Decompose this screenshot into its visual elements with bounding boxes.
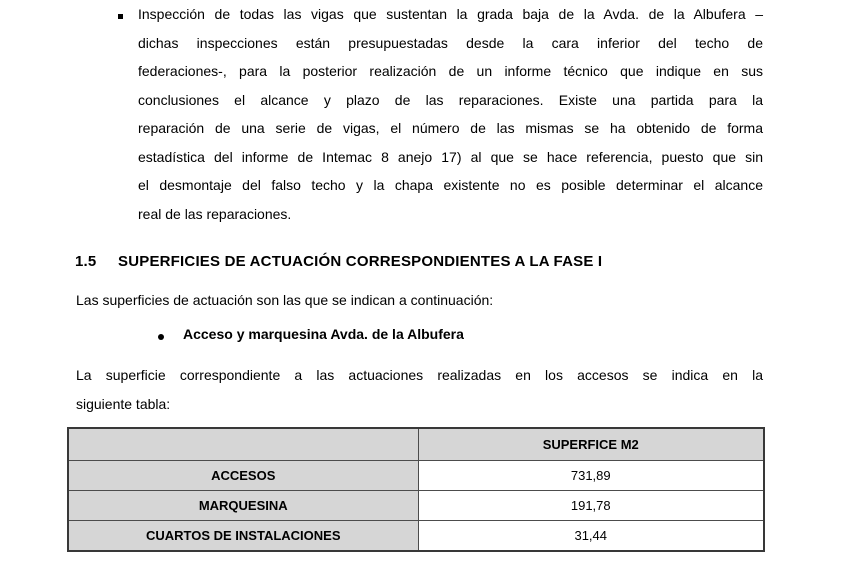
row-value-cell: 731,89 [417,460,765,491]
section-heading: 1.5 SUPERFICIES DE ACTUACIÓN CORRESPONDIE… [75,253,602,270]
bullet-square-icon [118,14,123,19]
surfaces-table: SUPERFICE M2 ACCESOS 731,89 MARQUESINA 1… [67,427,765,552]
table-row-accesos: ACCESOS 731,89 [67,460,765,491]
row-label-cell: MARQUESINA [67,490,419,521]
text-line: estadística del informe de Intemac 8 ane… [138,148,763,165]
row-value-cell: 191,78 [417,490,765,521]
table-intro-paragraph: La superficie correspondiente a las actu… [76,361,763,418]
text-line: el desmontaje del falso techo y la chapa… [138,177,763,193]
table-header-row: SUPERFICE M2 [67,427,765,461]
access-bullet-item: Acceso y marquesina Avda. de la Albufera [183,326,464,342]
text-line: conclusiones el alcance y plazo de las r… [138,91,763,108]
section-number: 1.5 [75,253,97,270]
text-line: Inspección de todas las vigas que susten… [138,6,763,22]
row-label-cell: CUARTOS DE INSTALACIONES [67,520,419,552]
text-line: real de las reparaciones. [138,205,292,222]
bullet-dot-icon [158,334,164,340]
intro-paragraph: Las superficies de actuación son las que… [76,292,494,308]
table-header-superfice-cell: SUPERFICE M2 [417,427,765,461]
table-row-cuartos: CUARTOS DE INSTALACIONES 31,44 [67,520,765,552]
text-line: reparación de una serie de vigas, el núm… [138,120,763,136]
section-title: SUPERFICIES DE ACTUACIÓN CORRESPONDIENTE… [118,253,603,270]
text-line: La superficie correspondiente a las actu… [76,367,763,383]
text-line: federaciones-, para la posterior realiza… [138,63,763,79]
text-line: dichas inspecciones están presupuestadas… [138,34,763,51]
inspection-paragraph: Inspección de todas las vigas que susten… [138,0,763,228]
table-header-empty-cell [67,427,419,461]
table-row-marquesina: MARQUESINA 191,78 [67,490,765,521]
row-value-cell: 31,44 [417,520,765,552]
row-label-cell: ACCESOS [67,460,419,491]
text-line: siguiente tabla: [76,395,171,412]
